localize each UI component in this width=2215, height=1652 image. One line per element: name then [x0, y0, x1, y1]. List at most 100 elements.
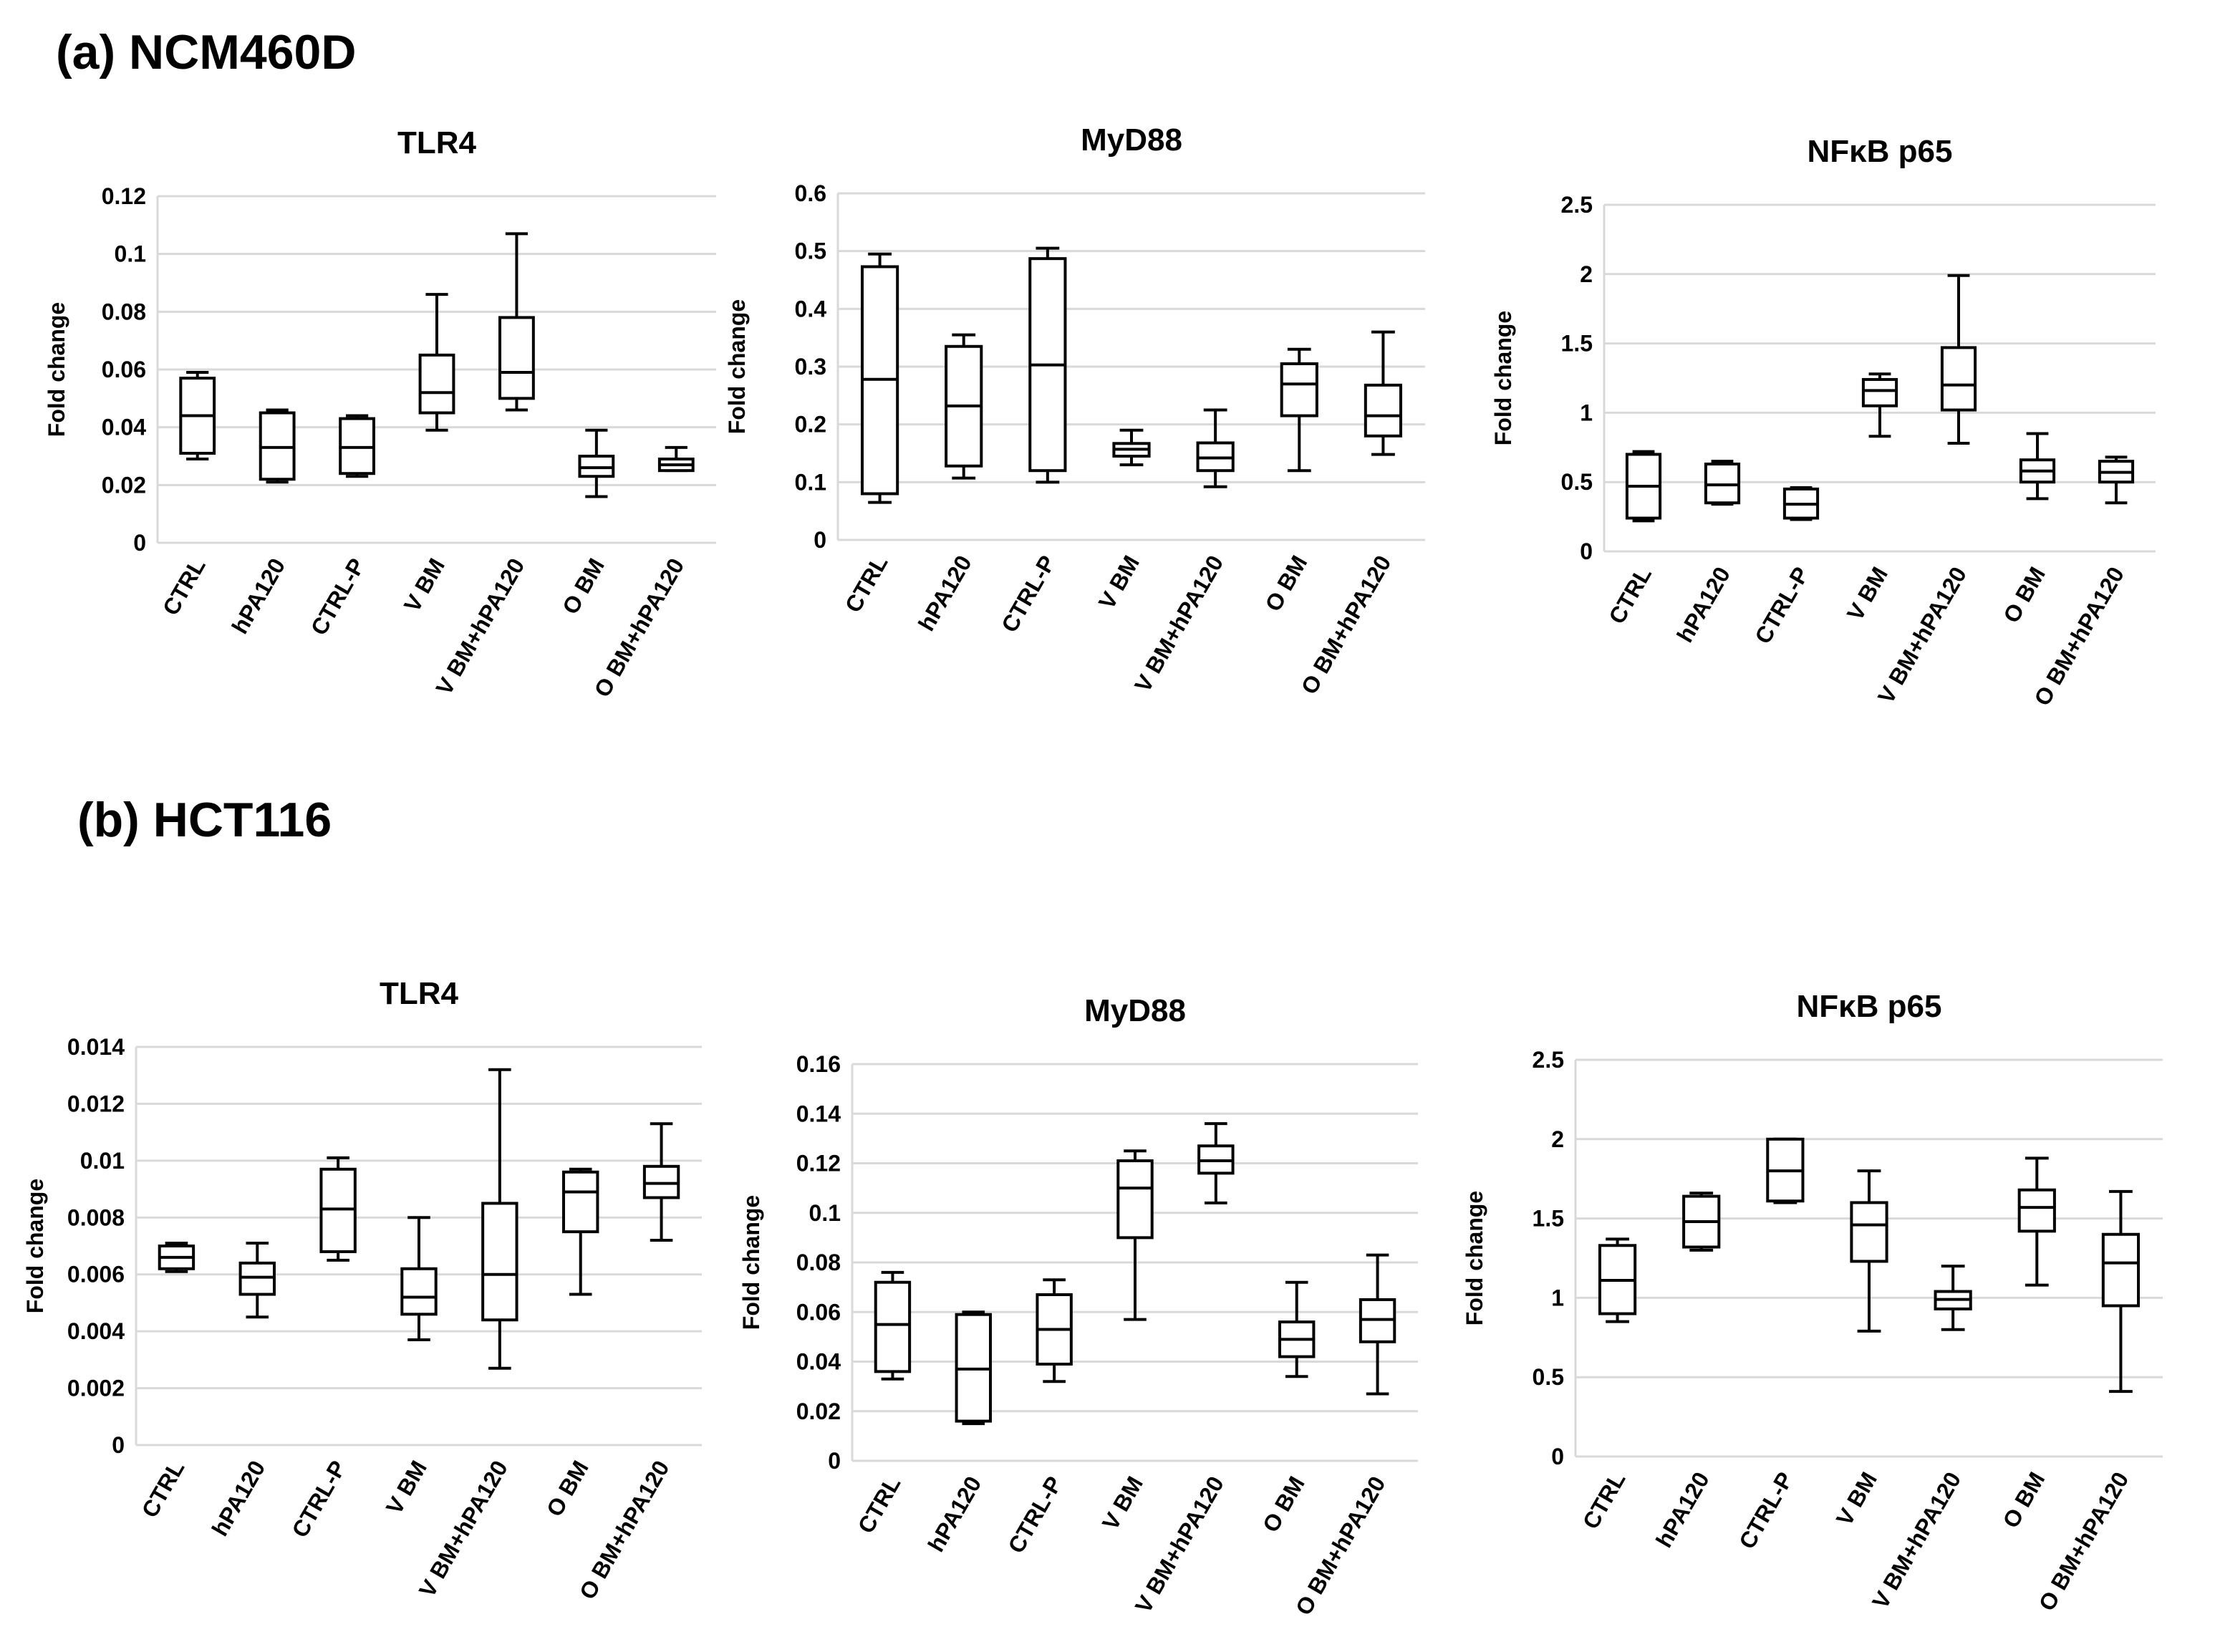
box: [259, 411, 296, 481]
y-tick-label: 0.014: [67, 1034, 125, 1060]
y-tick-label: 0.004: [67, 1318, 125, 1344]
x-tick-label: V BM+hPA120: [1130, 1472, 1229, 1618]
y-tick-label: 0.5: [795, 238, 826, 264]
y-tick-label: 0.6: [795, 180, 826, 206]
x-tick-label: hPA120: [913, 551, 977, 636]
x-tick-label: O BM: [1997, 1468, 2050, 1532]
chart-title: TLR4: [380, 976, 459, 1011]
y-tick-label: 0.01: [80, 1148, 125, 1174]
y-axis-label: Fold change: [724, 299, 750, 434]
x-tick-label: O BM: [1260, 551, 1312, 616]
x-tick-label: V BM: [399, 554, 450, 617]
y-tick-label: 0.4: [795, 296, 827, 322]
y-tick-label: 0.06: [102, 357, 146, 382]
y-tick-label: 0.04: [102, 415, 146, 440]
y-tick-label: 0.008: [67, 1204, 125, 1230]
y-tick-label: 0.012: [67, 1091, 125, 1116]
x-tick-label: V BM: [1094, 551, 1144, 614]
x-tick-label: hPA120: [1651, 1468, 1714, 1552]
x-tick-label: CTRL-P: [286, 1457, 351, 1542]
x-tick-label: hPA120: [1671, 563, 1735, 647]
x-tick-label: O BM: [1258, 1472, 1310, 1537]
y-tick-label: 0.06: [796, 1299, 841, 1325]
x-tick-label: V BM+hPA120: [414, 1457, 513, 1602]
y-axis-label: Fold change: [1462, 1191, 1487, 1325]
chart-title: NFκB p65: [1807, 134, 1952, 169]
y-tick-label: 0: [1580, 538, 1593, 564]
y-tick-label: 0.16: [796, 1051, 841, 1077]
x-tick-label: V BM+hPA120: [430, 554, 529, 700]
y-tick-label: 0: [1551, 1444, 1564, 1469]
box: [498, 316, 535, 400]
x-tick-label: O BM: [1998, 563, 2050, 627]
x-tick-label: V BM+hPA120: [1867, 1468, 1966, 1613]
y-tick-label: 0.02: [102, 472, 146, 498]
y-tick-label: 0: [133, 530, 146, 556]
box: [578, 455, 615, 478]
x-tick-label: O BM+hPA120: [1296, 551, 1396, 699]
y-tick-label: 0.5: [1533, 1364, 1564, 1390]
section-title: (b) HCT116: [77, 793, 332, 847]
y-tick-label: 0.5: [1561, 469, 1593, 495]
x-tick-label: O BM: [541, 1457, 594, 1521]
x-tick-label: O BM+hPA120: [2034, 1468, 2134, 1615]
x-tick-label: CTRL-P: [1750, 563, 1814, 649]
y-tick-label: 2.5: [1533, 1047, 1564, 1073]
box: [1364, 383, 1403, 438]
x-tick-label: hPA120: [207, 1457, 271, 1541]
box: [1861, 377, 1898, 407]
y-tick-label: 0.3: [795, 354, 826, 380]
y-tick-label: 0: [112, 1432, 125, 1458]
chart-title: MyD88: [1084, 993, 1186, 1028]
x-tick-label: V BM: [1097, 1472, 1148, 1535]
chart-title: NFκB p65: [1796, 989, 1941, 1024]
x-tick-label: O BM+hPA120: [574, 1457, 675, 1604]
x-tick-label: CTRL-P: [306, 554, 370, 640]
y-axis-label: Fold change: [44, 302, 69, 437]
x-tick-label: V BM: [1831, 1468, 1882, 1530]
x-tick-label: CTRL: [853, 1472, 906, 1538]
y-tick-label: 0.12: [796, 1151, 841, 1177]
x-tick-label: CTRL: [1578, 1468, 1631, 1534]
box: [874, 1280, 912, 1373]
y-tick-label: 2: [1580, 261, 1593, 287]
y-tick-label: 1: [1551, 1285, 1564, 1310]
x-tick-label: V BM: [1842, 563, 1893, 625]
section-title: (a) NCM460D: [56, 25, 356, 79]
x-tick-label: V BM: [381, 1457, 432, 1519]
box: [1280, 362, 1318, 417]
y-tick-label: 1.5: [1561, 331, 1593, 357]
box: [418, 353, 455, 415]
box: [339, 417, 375, 475]
box: [1940, 346, 1977, 412]
box: [1850, 1201, 1888, 1263]
chart-title: MyD88: [1081, 122, 1182, 158]
x-tick-label: CTRL: [840, 551, 893, 617]
y-tick-label: 0.04: [796, 1349, 841, 1375]
x-tick-label: O BM+hPA120: [1290, 1472, 1391, 1620]
y-axis-label: Fold change: [738, 1195, 764, 1330]
y-tick-label: 0.002: [67, 1376, 125, 1401]
x-tick-label: V BM+hPA120: [1129, 551, 1228, 697]
x-tick-label: CTRL-P: [996, 551, 1061, 637]
x-tick-label: O BM: [557, 554, 609, 619]
y-tick-label: 0.006: [67, 1262, 125, 1288]
x-tick-label: CTRL: [137, 1457, 190, 1522]
y-tick-label: 0.1: [809, 1200, 841, 1226]
y-tick-label: 0.08: [102, 299, 146, 324]
x-tick-label: hPA120: [923, 1472, 987, 1557]
y-axis-label: Fold change: [1490, 311, 1516, 445]
box: [481, 1202, 518, 1322]
box: [2101, 1232, 2141, 1308]
y-tick-label: 1: [1580, 400, 1593, 425]
y-tick-label: 0.1: [115, 241, 146, 267]
y-tick-label: 0.12: [102, 183, 146, 209]
y-tick-label: 2.5: [1561, 192, 1593, 218]
x-tick-label: CTRL-P: [1003, 1472, 1067, 1558]
y-tick-label: 0: [814, 527, 826, 553]
y-tick-label: 0.1: [795, 469, 826, 495]
y-tick-label: 0.08: [796, 1250, 841, 1275]
x-tick-label: O BM+hPA120: [589, 554, 690, 702]
box: [400, 1267, 438, 1316]
